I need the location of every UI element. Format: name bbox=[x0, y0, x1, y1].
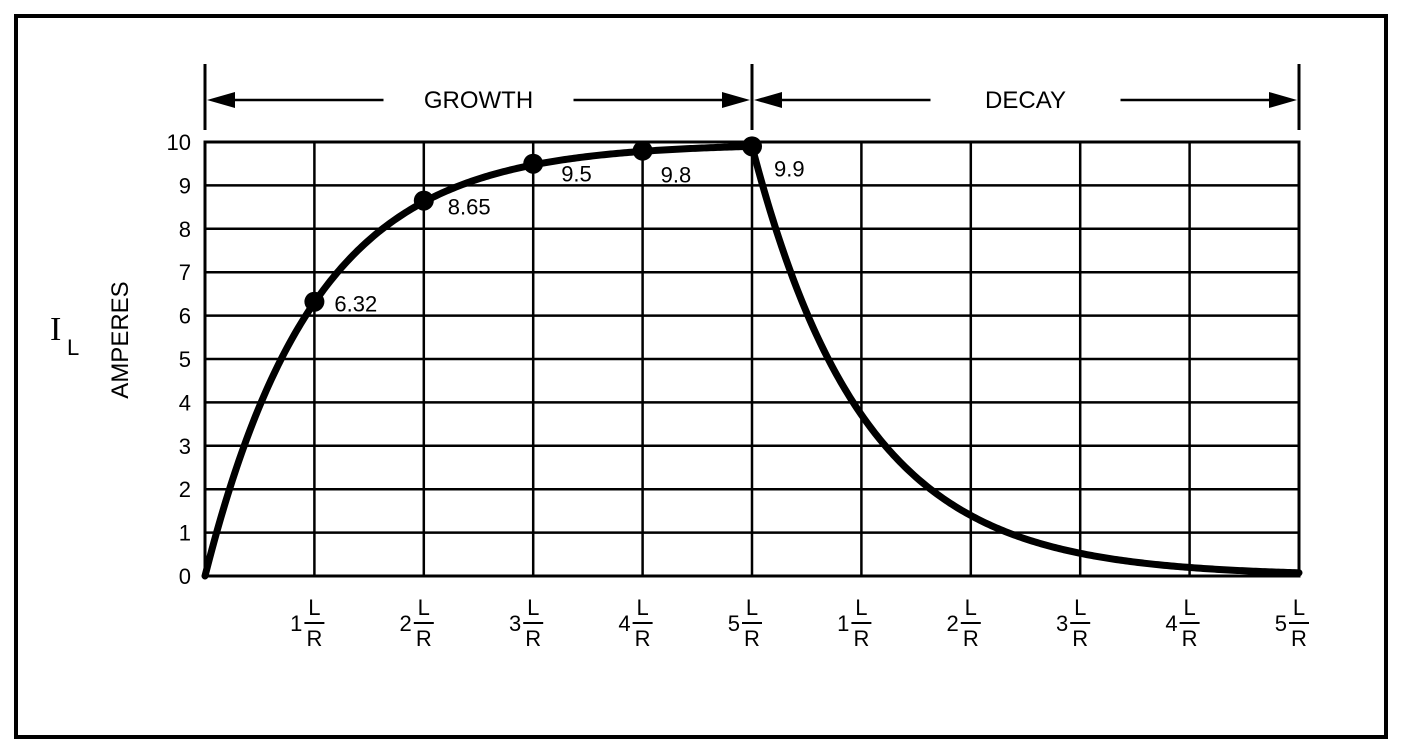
x-tick-denominator: R bbox=[416, 626, 432, 651]
x-tick-multiplier: 2 bbox=[400, 611, 412, 636]
y-tick-label: 7 bbox=[179, 260, 191, 285]
x-tick-denominator: R bbox=[963, 626, 979, 651]
x-tick-numerator: L bbox=[1074, 595, 1086, 620]
x-tick-denominator: R bbox=[525, 626, 541, 651]
section-arrow-head-left bbox=[754, 92, 782, 108]
x-tick-numerator: L bbox=[965, 595, 977, 620]
x-tick-numerator: L bbox=[746, 595, 758, 620]
y-tick-label: 8 bbox=[179, 217, 191, 242]
x-tick-numerator: L bbox=[527, 595, 539, 620]
section-arrow-head-right bbox=[722, 92, 750, 108]
x-tick-label: 5LR bbox=[728, 595, 762, 651]
x-tick-label: 5LR bbox=[1275, 595, 1309, 651]
y-tick-labels: 0 1 2 3 4 5 6 7 8 9 10 bbox=[167, 130, 191, 589]
data-label: 9.5 bbox=[561, 162, 592, 187]
x-tick-label: 3LR bbox=[509, 595, 544, 651]
x-tick-multiplier: 4 bbox=[618, 611, 630, 636]
x-tick-numerator: L bbox=[1183, 595, 1195, 620]
section-arrow-head-left bbox=[207, 92, 235, 108]
x-tick-denominator: R bbox=[853, 626, 869, 651]
y-tick-label: 1 bbox=[179, 521, 191, 546]
y-axis-label-text: AMPERES bbox=[107, 281, 134, 398]
x-tick-multiplier: 3 bbox=[1056, 611, 1068, 636]
grid bbox=[203, 140, 1301, 578]
x-tick-denominator: R bbox=[1072, 626, 1088, 651]
y-tick-label: 10 bbox=[167, 130, 191, 155]
y-tick-label: 0 bbox=[179, 564, 191, 589]
data-point bbox=[413, 190, 434, 211]
marked-points: 6.32 8.65 9.5 9.8 9.9 bbox=[304, 136, 805, 317]
y-axis-subscript: L bbox=[67, 335, 79, 360]
y-tick-label: 6 bbox=[179, 304, 191, 329]
x-tick-denominator: R bbox=[1182, 626, 1198, 651]
figure-frame bbox=[14, 14, 1388, 739]
y-tick-label: 9 bbox=[179, 173, 191, 198]
x-tick-multiplier: 4 bbox=[1165, 611, 1177, 636]
data-label: 8.65 bbox=[448, 195, 491, 220]
x-tick-label: 4LR bbox=[1165, 595, 1200, 651]
section-label: GROWTH bbox=[424, 87, 533, 114]
y-tick-label: 2 bbox=[179, 477, 191, 502]
y-tick-label: 5 bbox=[179, 347, 191, 372]
y-axis-symbol: I bbox=[50, 311, 61, 348]
x-tick-multiplier: 1 bbox=[837, 611, 849, 636]
x-tick-multiplier: 3 bbox=[509, 611, 521, 636]
y-tick-label: 4 bbox=[179, 390, 191, 415]
x-tick-label: 4LR bbox=[618, 595, 653, 651]
data-point bbox=[632, 140, 653, 161]
data-point bbox=[523, 153, 544, 174]
x-tick-label: 1LR bbox=[837, 595, 872, 651]
data-label: 9.9 bbox=[774, 156, 805, 181]
x-tick-label: 1LR bbox=[290, 595, 325, 651]
x-tick-multiplier: 1 bbox=[290, 611, 302, 636]
data-point bbox=[304, 291, 325, 312]
y-tick-label: 3 bbox=[179, 434, 191, 459]
section-label: DECAY bbox=[985, 87, 1066, 114]
x-tick-denominator: R bbox=[744, 626, 760, 651]
x-tick-numerator: L bbox=[855, 595, 867, 620]
data-label: 9.8 bbox=[661, 163, 692, 188]
section-arrow-head-right bbox=[1269, 92, 1297, 108]
x-tick-denominator: R bbox=[635, 626, 651, 651]
section-indicators: GROWTH DECAY bbox=[203, 64, 1301, 130]
x-tick-multiplier: 5 bbox=[1275, 611, 1287, 636]
x-tick-numerator: L bbox=[1293, 595, 1305, 620]
data-label: 6.32 bbox=[334, 292, 377, 317]
x-tick-multiplier: 5 bbox=[728, 611, 740, 636]
x-tick-numerator: L bbox=[418, 595, 430, 620]
data-point bbox=[742, 136, 762, 157]
x-tick-numerator: L bbox=[308, 595, 320, 620]
x-tick-denominator: R bbox=[306, 626, 322, 651]
x-tick-label: 2LR bbox=[400, 595, 434, 651]
y-axis-label: I L AMPERES bbox=[50, 281, 134, 398]
x-tick-numerator: L bbox=[636, 595, 648, 620]
x-tick-label: 2LR bbox=[947, 595, 981, 651]
x-tick-multiplier: 2 bbox=[947, 611, 959, 636]
x-tick-denominator: R bbox=[1291, 626, 1307, 651]
x-tick-label: 3LR bbox=[1056, 595, 1091, 651]
